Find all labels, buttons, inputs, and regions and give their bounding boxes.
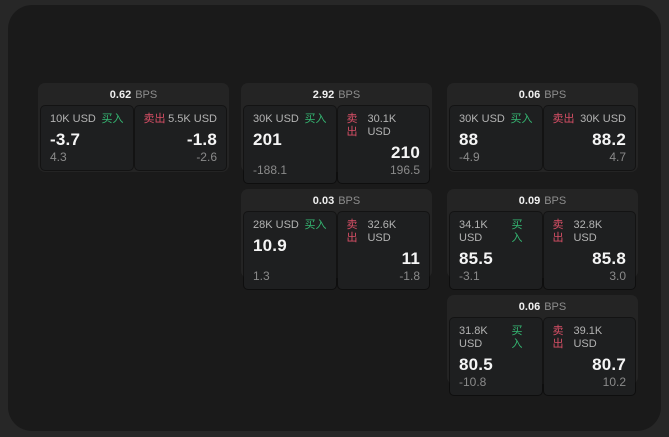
buy-price: 80.5 (459, 355, 493, 374)
buy-delta: -3.1 (459, 269, 480, 283)
buy-panel[interactable]: 28K USD 买入 10.9 1.3 (244, 212, 336, 289)
buy-side-label: 买入 (511, 325, 523, 350)
buy-side-label: 买入 (304, 219, 327, 231)
sell-delta: 10.2 (602, 375, 626, 389)
sell-price: 85.8 (592, 249, 626, 268)
sell-panel[interactable]: 卖出 32.8K USD 85.8 3.0 (543, 212, 635, 289)
sell-size: 30K USD (580, 113, 626, 125)
quote-card: 2.92 BPS 30K USD 买入 201 -188.1 卖出 30.1K … (241, 83, 432, 183)
card-body: 28K USD 买入 10.9 1.3 卖出 32.6K USD 11 -1.8 (241, 211, 432, 292)
sell-side-label: 卖出 (552, 325, 564, 350)
sell-side-label: 卖出 (346, 219, 358, 244)
sell-price: 80.7 (592, 355, 626, 374)
bps-unit-label: BPS (338, 195, 361, 207)
bps-value: 0.09 (518, 195, 541, 207)
buy-panel[interactable]: 34.1K USD 买入 85.5 -3.1 (450, 212, 542, 289)
sell-size: 32.8K USD (573, 219, 603, 244)
sell-panel[interactable]: 卖出 39.1K USD 80.7 10.2 (543, 318, 635, 395)
sell-panel[interactable]: 卖出 5.5K USD -1.8 -2.6 (134, 106, 226, 170)
card-body: 30K USD 买入 88 -4.9 卖出 30K USD 88.2 4.7 (447, 105, 638, 173)
bps-value: 2.92 (312, 89, 335, 101)
sell-side-label: 卖出 (552, 219, 564, 244)
buy-panel[interactable]: 30K USD 买入 201 -188.1 (244, 106, 336, 183)
card-header: 2.92 BPS (241, 83, 432, 105)
buy-panel[interactable]: 30K USD 买入 88 -4.9 (450, 106, 542, 170)
sell-delta: -1.8 (399, 269, 420, 283)
buy-size: 31.8K USD (459, 325, 488, 350)
buy-price: 201 (253, 130, 282, 149)
buy-size: 30K USD (459, 113, 505, 125)
buy-delta: -188.1 (253, 163, 288, 177)
sell-size: 30.1K USD (367, 113, 397, 138)
buy-size: 10K USD (50, 113, 96, 125)
bps-unit-label: BPS (544, 195, 567, 207)
card-header: 0.06 BPS (447, 83, 638, 105)
sell-panel[interactable]: 卖出 30K USD 88.2 4.7 (543, 106, 635, 170)
sell-panel[interactable]: 卖出 30.1K USD 210 196.5 (337, 106, 429, 183)
bps-unit-label: BPS (135, 89, 158, 101)
app-window: 0.62 BPS 10K USD 买入 -3.7 4.3 卖出 5.5K USD… (8, 5, 661, 431)
card-header: 0.06 BPS (447, 295, 638, 317)
buy-size: 28K USD (253, 219, 299, 231)
card-body: 30K USD 买入 201 -188.1 卖出 30.1K USD 210 1… (241, 105, 432, 186)
sell-delta: 196.5 (389, 163, 420, 177)
buy-price: -3.7 (50, 130, 81, 149)
buy-price: 88 (459, 130, 479, 149)
sell-side-label: 卖出 (346, 113, 358, 138)
bps-value: 0.62 (109, 89, 132, 101)
card-header: 0.09 BPS (447, 189, 638, 211)
buy-delta: -4.9 (459, 150, 480, 164)
buy-delta: 4.3 (50, 150, 67, 164)
buy-delta: -10.8 (459, 375, 487, 389)
sell-size: 5.5K USD (168, 113, 217, 125)
sell-delta: 3.0 (609, 269, 626, 283)
buy-panel[interactable]: 10K USD 买入 -3.7 4.3 (41, 106, 133, 170)
sell-delta: 4.7 (609, 150, 626, 164)
buy-side-label: 买入 (510, 113, 533, 125)
sell-price: 210 (391, 143, 420, 162)
sell-price: -1.8 (186, 130, 217, 149)
bps-value: 0.06 (518, 89, 541, 101)
buy-size: 34.1K USD (459, 219, 488, 244)
buy-size: 30K USD (253, 113, 299, 125)
quote-card: 0.03 BPS 28K USD 买入 10.9 1.3 卖出 32.6K US… (241, 189, 432, 289)
quote-card: 0.06 BPS 30K USD 买入 88 -4.9 卖出 30K USD 8… (447, 83, 638, 172)
bps-value: 0.06 (518, 301, 541, 313)
bps-unit-label: BPS (544, 89, 567, 101)
bps-value: 0.03 (312, 195, 335, 207)
buy-side-label: 买入 (304, 113, 327, 125)
sell-size: 32.6K USD (367, 219, 397, 244)
buy-side-label: 买入 (511, 219, 523, 244)
buy-delta: 1.3 (253, 269, 270, 283)
sell-side-label: 卖出 (143, 113, 166, 125)
quote-card: 0.09 BPS 34.1K USD 买入 85.5 -3.1 卖出 32.8K… (447, 189, 638, 289)
bps-unit-label: BPS (338, 89, 361, 101)
bps-unit-label: BPS (544, 301, 567, 313)
quote-card: 0.62 BPS 10K USD 买入 -3.7 4.3 卖出 5.5K USD… (38, 83, 229, 172)
sell-side-label: 卖出 (552, 113, 575, 125)
sell-delta: -2.6 (196, 150, 217, 164)
sell-panel[interactable]: 卖出 32.6K USD 11 -1.8 (337, 212, 429, 289)
sell-price: 88.2 (592, 130, 626, 149)
card-header: 0.62 BPS (38, 83, 229, 105)
card-body: 34.1K USD 买入 85.5 -3.1 卖出 32.8K USD 85.8… (447, 211, 638, 292)
card-body: 31.8K USD 买入 80.5 -10.8 卖出 39.1K USD 80.… (447, 317, 638, 398)
buy-price: 10.9 (253, 236, 287, 255)
sell-size: 39.1K USD (573, 325, 603, 350)
card-body: 10K USD 买入 -3.7 4.3 卖出 5.5K USD -1.8 -2.… (38, 105, 229, 173)
buy-panel[interactable]: 31.8K USD 买入 80.5 -10.8 (450, 318, 542, 395)
quote-card: 0.06 BPS 31.8K USD 买入 80.5 -10.8 卖出 39.1… (447, 295, 638, 395)
buy-price: 85.5 (459, 249, 493, 268)
buy-side-label: 买入 (101, 113, 124, 125)
sell-price: 11 (401, 249, 420, 268)
card-header: 0.03 BPS (241, 189, 432, 211)
